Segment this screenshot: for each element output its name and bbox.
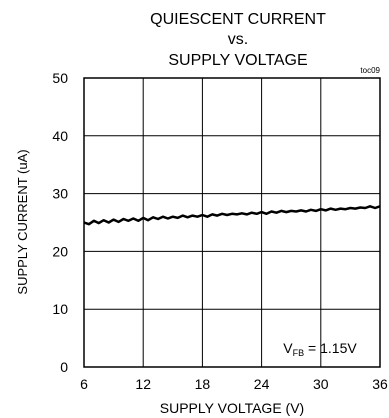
chart-tag: toc09 (360, 66, 380, 75)
y-tick-label: 20 (52, 243, 68, 259)
x-axis-label: SUPPLY VOLTAGE (V) (160, 400, 304, 416)
x-tick-label: 6 (80, 376, 88, 392)
chart-title-line-2: vs. (228, 31, 248, 48)
chart-title-line-3: SUPPLY VOLTAGE (168, 52, 307, 69)
annotation-rest: = 1.15V (304, 340, 357, 356)
grid (84, 78, 380, 367)
annotation-main: V (283, 340, 293, 356)
x-tick-label: 12 (135, 376, 151, 392)
y-tick-label: 0 (60, 359, 68, 375)
annotation-subscript: FB (293, 348, 305, 358)
y-tick-labels: 0 10 20 30 40 50 (52, 70, 68, 375)
y-tick-label: 30 (52, 186, 68, 202)
series-line (83, 205, 381, 226)
x-tick-label: 30 (313, 376, 329, 392)
x-tick-label: 24 (254, 376, 270, 392)
x-tick-label: 36 (372, 376, 388, 392)
y-tick-label: 40 (52, 128, 68, 144)
y-tick-label: 10 (52, 301, 68, 317)
y-axis-label: SUPPLY CURRENT (uA) (15, 149, 30, 294)
x-tick-label: 18 (195, 376, 211, 392)
chart-title-line-1: QUIESCENT CURRENT (150, 11, 326, 28)
y-tick-label: 50 (52, 70, 68, 86)
annotation: VFB = 1.15V (283, 340, 357, 358)
plot-frame (83, 77, 381, 368)
x-tick-labels: 6 12 18 24 30 36 (80, 376, 388, 392)
